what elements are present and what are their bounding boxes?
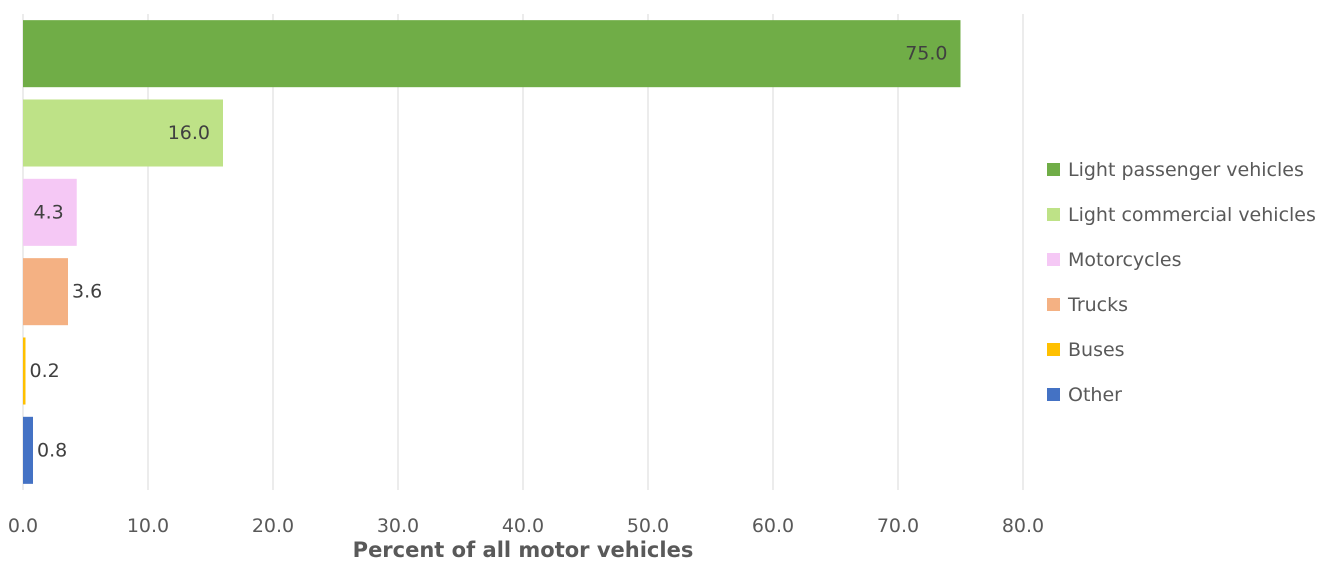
x-tick-label-2: 20.0: [252, 515, 294, 537]
bars: [23, 20, 961, 484]
legend-swatch-1: [1047, 208, 1060, 221]
data-labels: 75.0 16.0 4.3 3.6 0.2 0.8: [30, 43, 948, 462]
legend-label-0: Light passenger vehicles: [1068, 158, 1304, 181]
data-label-5: 0.8: [37, 439, 67, 461]
legend-swatch-0: [1047, 163, 1060, 176]
x-tick-label-6: 60.0: [752, 515, 794, 537]
legend-swatch-5: [1047, 388, 1060, 401]
x-axis-title: Percent of all motor vehicles: [352, 538, 694, 562]
gridlines: [22, 14, 1024, 490]
bar-2: [23, 178, 77, 246]
legend-label-1: Light commercial vehicles: [1068, 203, 1316, 226]
legend-item-4: Buses: [1047, 327, 1316, 372]
data-label-0: 75.0: [905, 43, 947, 65]
x-tick-label-3: 30.0: [377, 515, 419, 537]
x-tick-label-5: 50.0: [627, 515, 669, 537]
x-tick-label-7: 70.0: [877, 515, 919, 537]
data-label-2: 4.3: [34, 201, 64, 223]
legend: Light passenger vehicles Light commercial…: [1047, 147, 1316, 417]
legend-swatch-4: [1047, 343, 1060, 356]
x-axis-ticks: 0.0 10.0 20.0 30.0 40.0 50.0 60.0 70.0 80.0: [8, 515, 1044, 537]
bar-5: [23, 416, 33, 484]
legend-label-5: Other: [1068, 383, 1122, 406]
legend-label-4: Buses: [1068, 338, 1125, 361]
legend-swatch-2: [1047, 253, 1060, 266]
legend-item-1: Light commercial vehicles: [1047, 192, 1316, 237]
bar-0: [23, 20, 961, 88]
x-tick-label-8: 80.0: [1002, 515, 1044, 537]
data-label-3: 3.6: [72, 281, 102, 303]
x-tick-label-4: 40.0: [502, 515, 544, 537]
legend-item-5: Other: [1047, 372, 1316, 417]
legend-item-0: Light passenger vehicles: [1047, 147, 1316, 192]
legend-item-3: Trucks: [1047, 282, 1316, 327]
legend-label-3: Trucks: [1068, 293, 1129, 316]
bar-4: [23, 337, 26, 405]
x-tick-label-1: 10.0: [127, 515, 169, 537]
data-label-4: 0.2: [30, 360, 60, 382]
bar-3: [23, 258, 68, 326]
legend-item-2: Motorcycles: [1047, 237, 1316, 282]
bar-1: [23, 99, 223, 167]
data-label-1: 16.0: [168, 122, 210, 144]
legend-label-2: Motorcycles: [1068, 248, 1182, 271]
legend-swatch-3: [1047, 298, 1060, 311]
x-tick-label-0: 0.0: [8, 515, 38, 537]
